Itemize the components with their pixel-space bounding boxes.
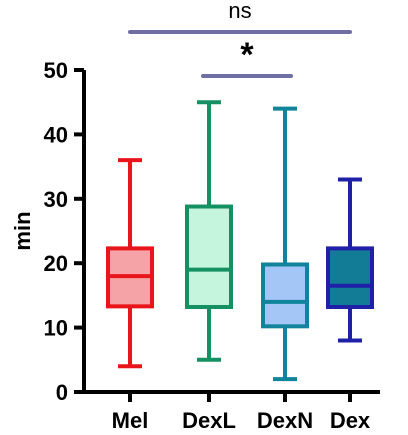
axes-layer: 0 10 20 30 40 50 Mel DexL DexN Dex — [44, 58, 380, 433]
y-tick-label: 20 — [44, 251, 68, 276]
iqr-box — [326, 246, 374, 309]
significance-bracket: ns — [128, 0, 352, 34]
x-tick-label: DexL — [182, 408, 236, 433]
box-dex — [326, 177, 374, 343]
significance-label: * — [240, 36, 254, 74]
y-tick-label: 30 — [44, 187, 68, 212]
iqr-box — [185, 204, 233, 309]
y-tick-label: 0 — [56, 380, 68, 405]
y-tick-label: 40 — [44, 122, 68, 147]
significance-label: ns — [228, 0, 251, 23]
y-tick-label: 50 — [44, 58, 68, 83]
box-mel — [106, 158, 154, 369]
x-tick-label: Dex — [330, 408, 371, 433]
x-tick-label: DexN — [257, 408, 313, 433]
x-tick-label: Mel — [112, 408, 149, 433]
boxes-layer — [106, 100, 374, 382]
y-tick-label: 10 — [44, 316, 68, 341]
significance-bracket: * — [201, 36, 293, 78]
box-dexl — [185, 100, 233, 362]
significance-layer: ns * — [128, 0, 352, 78]
y-axis-label: min — [10, 211, 35, 250]
box-dexn — [261, 106, 309, 382]
iqr-box — [261, 262, 309, 329]
